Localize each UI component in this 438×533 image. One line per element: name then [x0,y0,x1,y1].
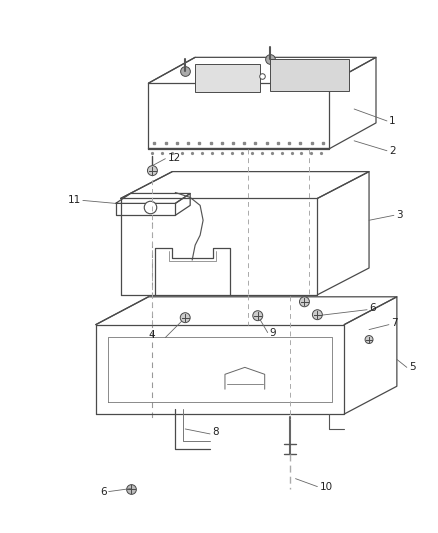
Circle shape [312,310,322,320]
Text: 9: 9 [270,328,276,337]
Text: 8: 8 [212,427,219,437]
Bar [270,59,349,91]
Text: 6: 6 [100,487,107,497]
Text: 5: 5 [409,362,415,373]
Circle shape [300,297,309,307]
Text: 12: 12 [167,152,180,163]
Text: 11: 11 [67,196,81,205]
Circle shape [180,313,190,322]
Circle shape [148,166,157,175]
Text: 6: 6 [369,303,376,313]
Text: 2: 2 [389,146,396,156]
Text: 3: 3 [396,211,403,220]
Bar [195,64,260,92]
Circle shape [365,336,373,343]
Text: 4: 4 [148,329,155,340]
Text: 10: 10 [319,482,332,491]
Text: 7: 7 [391,318,398,328]
Circle shape [253,311,263,321]
Text: 1: 1 [389,116,396,126]
